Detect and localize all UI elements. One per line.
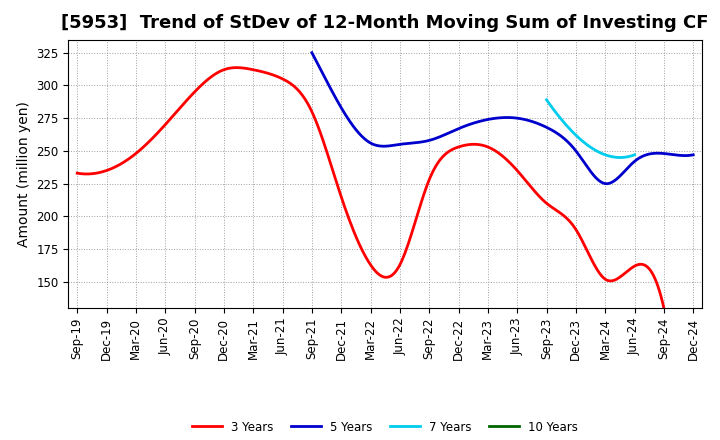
3 Years <box>232 65 240 70</box>
5 Years <box>585 167 593 172</box>
7 Years <box>616 155 624 160</box>
5 Years <box>307 50 316 55</box>
3 Years <box>307 107 315 112</box>
5 Years <box>689 152 698 158</box>
Line: 7 Years: 7 Years <box>546 100 634 158</box>
3 Years <box>500 156 509 161</box>
7 Years <box>553 111 562 117</box>
Line: 5 Years: 5 Years <box>312 53 693 184</box>
3 Years <box>498 153 506 158</box>
7 Years <box>542 97 551 103</box>
7 Years <box>630 152 639 158</box>
3 Years <box>660 305 668 311</box>
7 Years <box>571 132 580 137</box>
5 Years <box>602 181 611 187</box>
3 Years <box>73 171 81 176</box>
7 Years <box>606 154 615 159</box>
5 Years <box>582 164 591 169</box>
Legend: 3 Years, 5 Years, 7 Years, 10 Years: 3 Years, 5 Years, 7 Years, 10 Years <box>187 416 583 438</box>
5 Years <box>432 136 441 141</box>
7 Years <box>577 138 585 143</box>
Line: 3 Years: 3 Years <box>77 68 664 308</box>
5 Years <box>354 129 362 135</box>
5 Years <box>459 124 467 129</box>
5 Years <box>547 128 556 133</box>
Title: [5953]  Trend of StDev of 12-Month Moving Sum of Investing CF: [5953] Trend of StDev of 12-Month Moving… <box>61 15 709 33</box>
3 Years <box>266 71 274 77</box>
7 Years <box>606 154 614 159</box>
3 Years <box>143 140 152 146</box>
7 Years <box>598 151 606 156</box>
3 Years <box>444 150 452 155</box>
Y-axis label: Amount (million yen): Amount (million yen) <box>17 101 31 247</box>
